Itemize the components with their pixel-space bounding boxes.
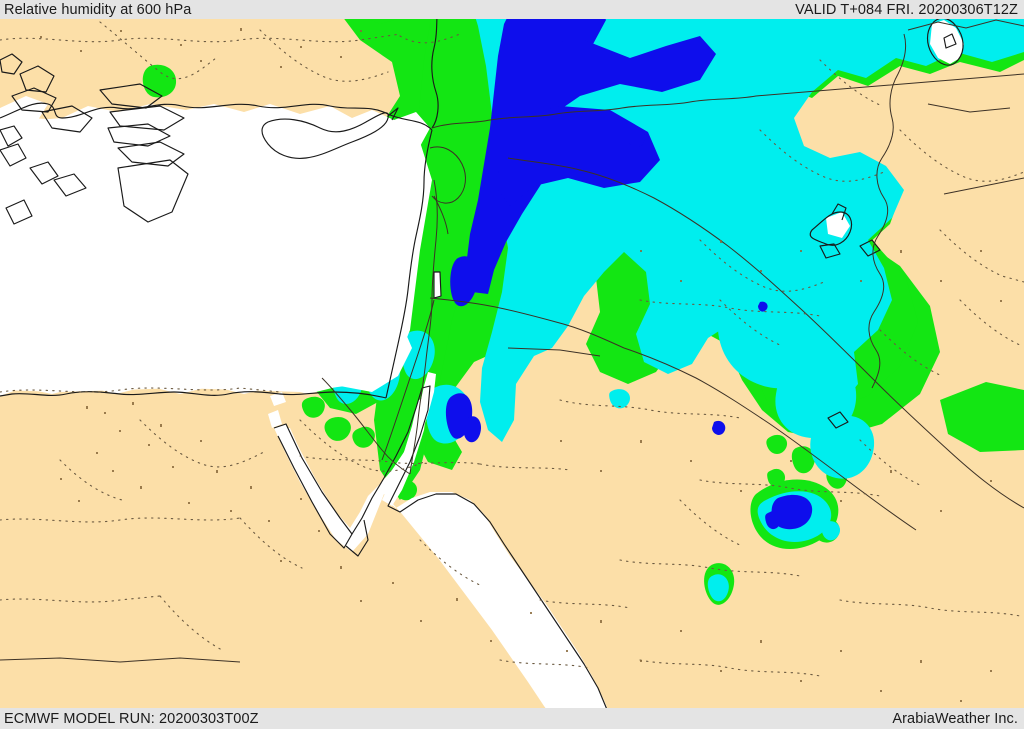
bottom-info-bar: ECMWF MODEL RUN: 20200303T00Z ArabiaWeat… bbox=[0, 708, 1024, 729]
attribution-label: ArabiaWeather Inc. bbox=[892, 710, 1018, 727]
model-run-label: ECMWF MODEL RUN: 20200303T00Z bbox=[4, 710, 259, 727]
admin-border-layer bbox=[0, 21, 1024, 677]
valid-time-label: VALID T+084 FRI. 20200306T12Z bbox=[795, 1, 1018, 18]
sea-layer bbox=[0, 0, 964, 728]
humidity-band-blue bbox=[445, 0, 813, 530]
map-title: Relative humidity at 600 hPa bbox=[4, 1, 192, 18]
country-border-layer bbox=[0, 19, 1024, 663]
coastline-layer bbox=[0, 0, 964, 729]
terrain-speckle-layer bbox=[40, 28, 1002, 702]
top-info-bar: Relative humidity at 600 hPa VALID T+084… bbox=[0, 0, 1024, 19]
